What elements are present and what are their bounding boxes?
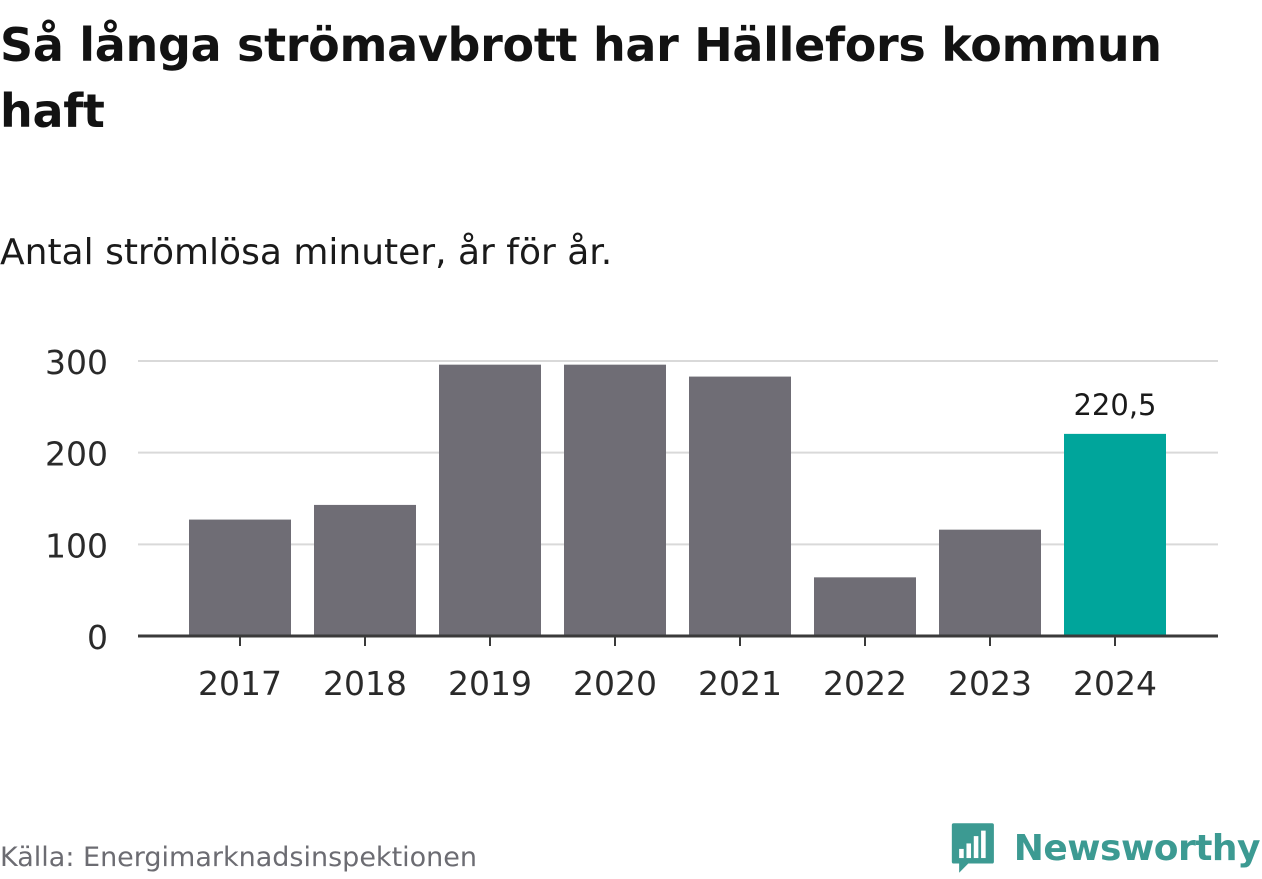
x-tick-label: 2023: [948, 664, 1032, 703]
x-tick-label: 2021: [698, 664, 782, 703]
y-tick-label: 100: [45, 526, 108, 565]
y-tick-label: 300: [45, 343, 108, 382]
y-axis-ticks: 0 100 200 300: [45, 343, 108, 657]
x-axis: 2017 2018 2019 2020 2021 2022 2023 2024: [138, 634, 1218, 703]
bar-2023: [939, 529, 1041, 636]
bar-2020: [564, 364, 666, 636]
x-tick-label: 2018: [323, 664, 407, 703]
chart-subtitle: Antal strömlösa minuter, år för år.: [0, 232, 613, 273]
newsworthy-logo-icon: [951, 823, 994, 873]
chart-title: Så långa strömavbrott har Hällefors komm…: [0, 18, 1162, 138]
data-label: 220,5: [1073, 388, 1156, 422]
x-tick-label: 2020: [573, 664, 657, 703]
y-tick-label: 200: [45, 435, 108, 474]
x-tick-label: 2024: [1073, 664, 1157, 703]
x-tick-label: 2019: [448, 664, 532, 703]
bar-2024: [1064, 433, 1166, 636]
bar-2019: [439, 364, 541, 636]
bar-2018: [314, 504, 416, 636]
source-note: Källa: Energimarknadsinspektionen: [0, 842, 478, 873]
brand-logo: Newsworthy: [950, 818, 1261, 878]
data-labels: 220,5: [1073, 388, 1156, 422]
x-tick-label: 2022: [823, 664, 907, 703]
bar-2021: [689, 376, 791, 636]
bars: [189, 364, 1166, 636]
y-tick-label: 0: [87, 618, 108, 657]
bar-2022: [814, 577, 916, 636]
brand-name: Newsworthy: [1013, 827, 1261, 869]
bar-2017: [189, 519, 291, 636]
gridlines: [138, 360, 1218, 546]
x-tick-label: 2017: [198, 664, 282, 703]
